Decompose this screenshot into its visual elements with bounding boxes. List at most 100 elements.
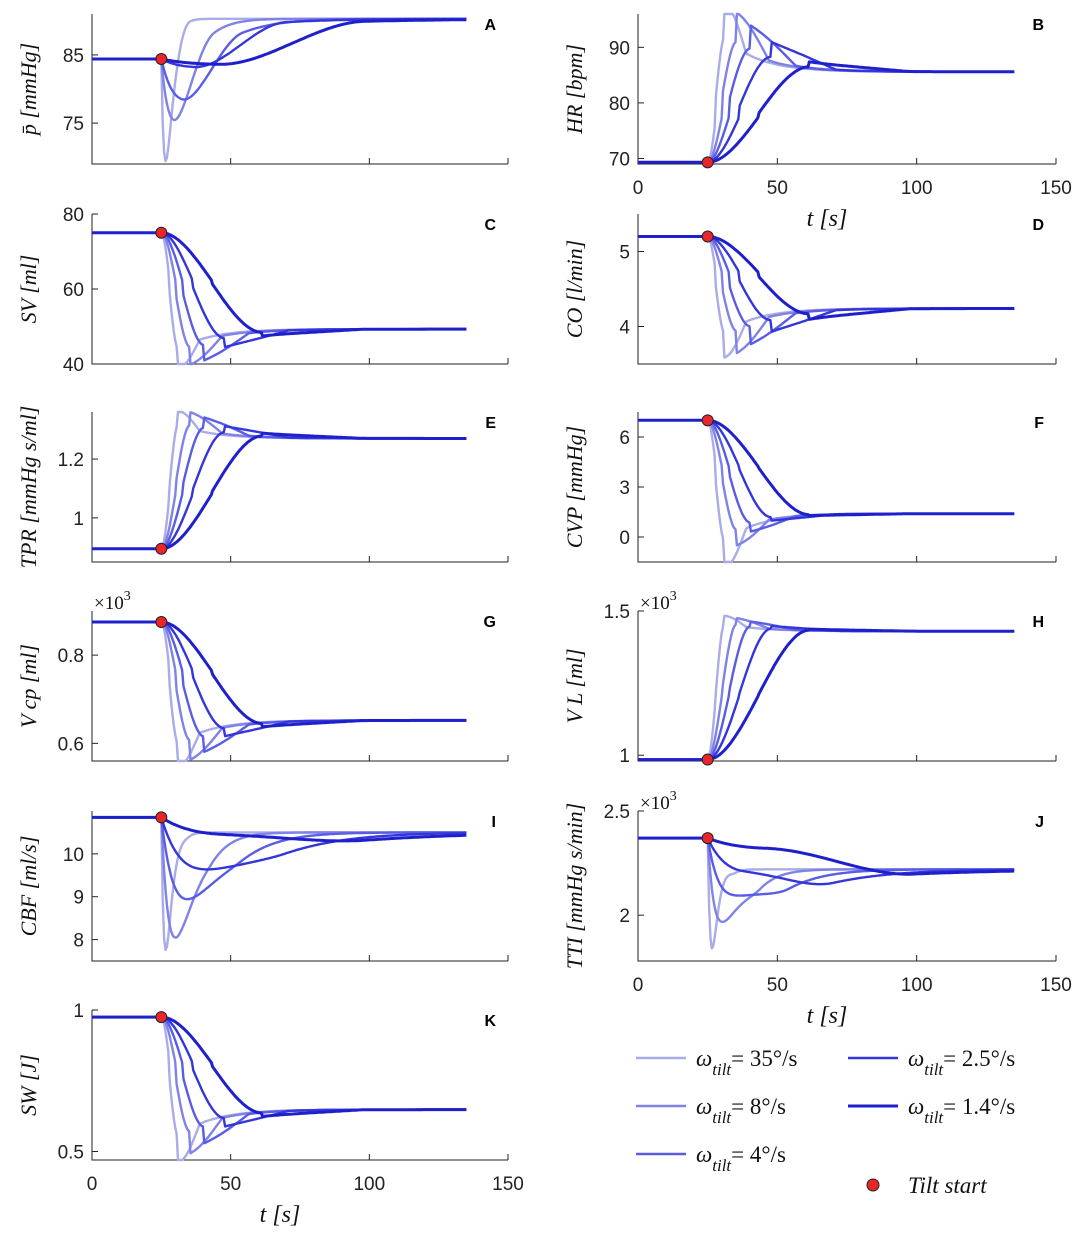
tilt-start-marker xyxy=(155,1011,168,1024)
y-axis-label: V L [ml] xyxy=(562,648,587,723)
y-tick-label: 40 xyxy=(63,355,84,376)
x-axis-label: t [s] xyxy=(807,206,848,232)
panel-letter: B xyxy=(1032,17,1044,34)
x-tick-label: 50 xyxy=(767,975,788,996)
legend-sub: tilt xyxy=(712,1156,732,1175)
y-multiplier-exp: 3 xyxy=(124,589,131,604)
series-line xyxy=(92,1015,467,1162)
tilt-start-marker xyxy=(701,414,714,427)
series-line xyxy=(638,614,1015,761)
y-tick-label: 75 xyxy=(63,114,84,135)
tilt-start-marker xyxy=(701,156,714,169)
tilt-start-marker xyxy=(155,226,168,239)
panel-letter: I xyxy=(492,814,496,831)
y-tick-label: 1 xyxy=(73,509,84,530)
y-tick-label: 10 xyxy=(63,845,84,866)
y-tick-label: 4 xyxy=(619,318,630,339)
legend-sub: tilt xyxy=(712,1060,732,1079)
panel-letter: D xyxy=(1032,217,1044,234)
y-tick-label: 6 xyxy=(619,428,630,449)
y-tick-label: 5 xyxy=(619,243,630,264)
y-multiplier: ×103 xyxy=(640,589,677,614)
y-tick-label: 1.5 xyxy=(604,602,630,623)
y-tick-label: 1 xyxy=(73,1001,84,1022)
tilt-start-marker xyxy=(701,832,714,845)
series-line xyxy=(92,816,467,901)
axis-lines xyxy=(91,1010,508,1161)
y-multiplier: ×103 xyxy=(640,789,677,814)
legend-sub: tilt xyxy=(924,1060,944,1079)
axis-lines xyxy=(637,14,1056,165)
panel-j: 2 2.5 0 50 100 150 t [s] TTI [mmHg s/min] ×103 J xyxy=(562,789,1072,1029)
series-line xyxy=(92,620,467,763)
legend-value: = 4°/s xyxy=(731,1142,786,1167)
tilt-start-marker xyxy=(155,616,168,629)
series-line xyxy=(638,836,1015,950)
panel-f: 0 3 6 CVP [mmHg] F xyxy=(562,412,1057,564)
series-line xyxy=(92,411,467,550)
legend-omega: ω xyxy=(908,1046,924,1071)
legend-label: ωtilt= 4°/s xyxy=(696,1142,786,1175)
legend-value: = 35°/s xyxy=(731,1046,797,1071)
series-line xyxy=(638,419,1015,547)
x-tick-label: 100 xyxy=(901,178,933,199)
y-tick-label: 3 xyxy=(619,478,630,499)
legend-label: ωtilt= 35°/s xyxy=(696,1046,797,1079)
y-tick-label: 0.5 xyxy=(58,1143,84,1164)
series-line xyxy=(92,620,467,753)
tilt-start-marker xyxy=(155,53,168,65)
x-tick-label: 0 xyxy=(633,975,644,996)
y-tick-label: 2 xyxy=(619,906,630,927)
y-axis-label: TTI [mmHg s/min] xyxy=(562,803,587,969)
panel-d: 4 5 CO [l/min] D xyxy=(562,214,1057,365)
panel-letter: A xyxy=(484,17,496,34)
series-line xyxy=(92,410,467,550)
series-line xyxy=(637,418,1015,518)
series-line xyxy=(637,836,1015,876)
series-line xyxy=(92,17,467,122)
x-tick-label: 150 xyxy=(1040,178,1072,199)
y-tick-label: 90 xyxy=(609,38,630,59)
panel-b: 70 80 90 0 50 100 150 t [s] HR [bpm] B xyxy=(562,12,1072,232)
series-line xyxy=(91,431,467,551)
legend-label: ωtilt= 2.5°/s xyxy=(908,1046,1015,1079)
legend-item: ωtilt= 1.4°/s xyxy=(848,1094,1015,1127)
legend-item: ωtilt= 4°/s xyxy=(636,1142,786,1175)
panel-letter: J xyxy=(1035,814,1044,831)
legend-sub: tilt xyxy=(924,1108,944,1127)
y-tick-label: 2.5 xyxy=(604,802,630,823)
legend-omega: ω xyxy=(696,1094,712,1119)
series-line xyxy=(637,60,1015,164)
axis-lines xyxy=(637,412,1056,563)
panel-letter: C xyxy=(484,217,496,234)
y-axis-label: p̄ [mmHg] xyxy=(16,43,41,137)
y-tick-label: 80 xyxy=(609,94,630,115)
series-line xyxy=(92,231,467,366)
panel-letter: K xyxy=(484,1013,496,1030)
series-line xyxy=(92,425,467,550)
series-line xyxy=(92,231,467,366)
y-axis-label: SW [J] xyxy=(16,1054,41,1116)
series-line xyxy=(92,620,467,761)
series-line xyxy=(638,836,1015,897)
y-tick-label: 0.8 xyxy=(58,646,84,667)
axis-lines xyxy=(637,811,1056,962)
legend-item: ωtilt= 2.5°/s xyxy=(848,1046,1015,1079)
series-line xyxy=(91,815,467,843)
legend-tilt-label: Tilt start xyxy=(908,1173,987,1198)
y-multiplier-exp: 3 xyxy=(670,589,677,604)
legend-omega: ω xyxy=(908,1094,924,1119)
panel-letter: F xyxy=(1034,415,1044,432)
axis-lines xyxy=(91,214,508,365)
series-line xyxy=(638,624,1015,761)
series-line xyxy=(638,419,1015,522)
series-line xyxy=(638,235,1015,359)
tilt-start-marker xyxy=(155,542,168,555)
legend-item: ωtilt= 35°/s xyxy=(636,1046,797,1079)
x-tick-label: 100 xyxy=(353,1174,385,1195)
y-tick-label: 85 xyxy=(63,46,84,67)
series-line xyxy=(637,627,1015,762)
series-line xyxy=(638,617,1015,761)
